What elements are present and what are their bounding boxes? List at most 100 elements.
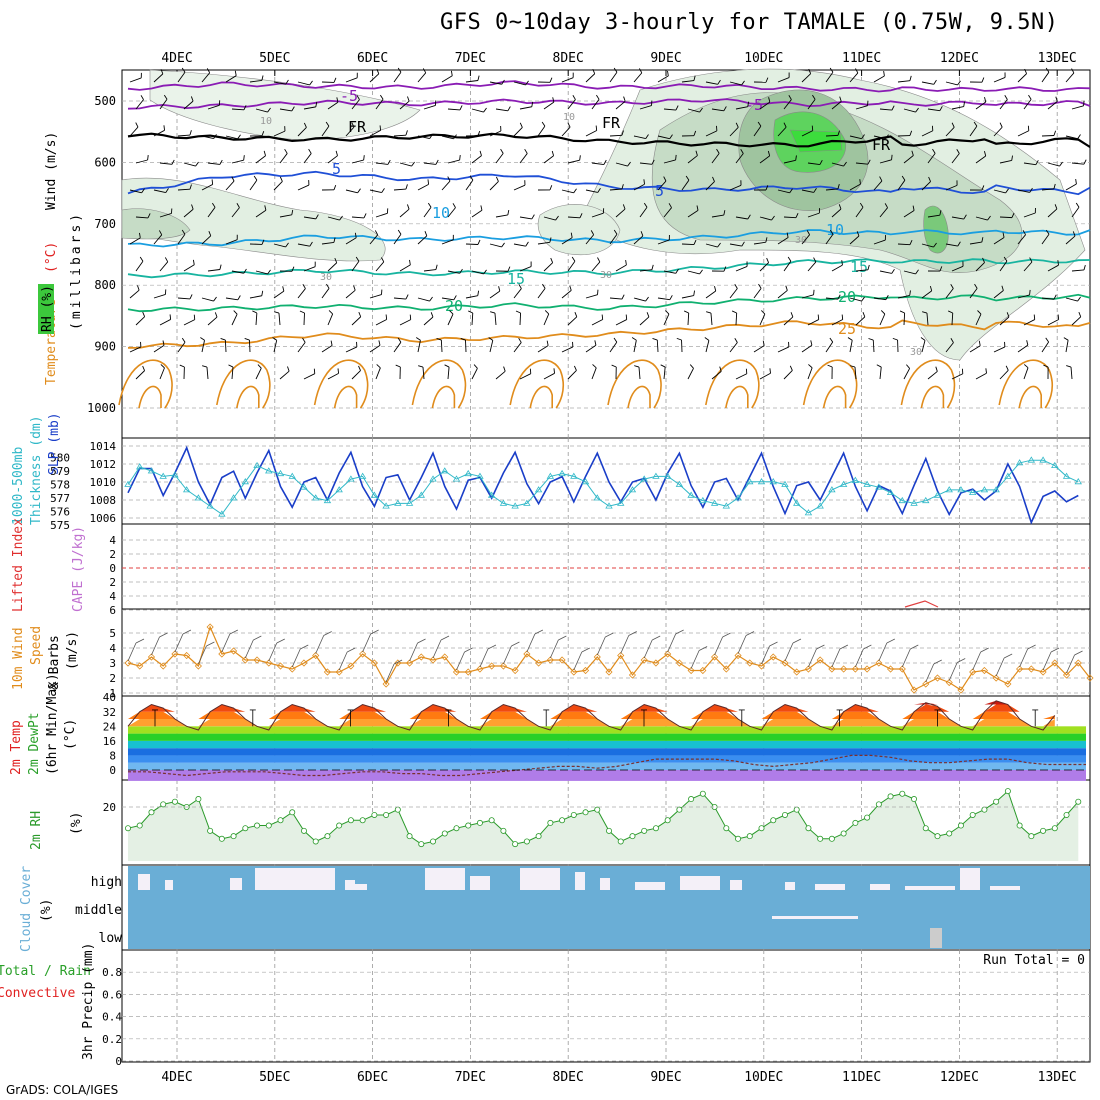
rh2m-marker bbox=[195, 796, 202, 803]
wind-tick-label: 5 bbox=[109, 627, 116, 640]
wind-barb-flag bbox=[165, 188, 169, 193]
wind-barb-flag bbox=[1035, 160, 1039, 165]
surface-wind-barb bbox=[690, 650, 700, 669]
surface-wind-barb-flag bbox=[417, 638, 426, 644]
wind-barb-flag bbox=[929, 285, 933, 292]
wind-barb bbox=[375, 162, 388, 165]
surface-wind-barb bbox=[385, 663, 395, 683]
wind-barb-flag bbox=[876, 364, 882, 368]
surface-wind-barb bbox=[127, 642, 137, 662]
wind-barb bbox=[177, 134, 190, 137]
wind-barb-flag bbox=[785, 285, 788, 291]
wind-barb bbox=[639, 105, 652, 110]
wind-barb bbox=[657, 135, 670, 140]
surface-wind-barb bbox=[174, 633, 184, 653]
wind-barb-flag bbox=[747, 101, 750, 107]
wind-barb-flag bbox=[813, 187, 817, 193]
wind-barb bbox=[969, 241, 982, 245]
rh2m-tick-label: 20 bbox=[103, 801, 116, 814]
wind-barb bbox=[279, 108, 292, 112]
lifted-index-tick-label: 4 bbox=[109, 534, 116, 547]
wind-barb bbox=[393, 71, 402, 83]
wind-barb-flag bbox=[181, 337, 186, 343]
wind-barb bbox=[1017, 234, 1026, 245]
wind-barb bbox=[321, 345, 333, 353]
wind-speed-marker bbox=[300, 659, 308, 667]
wind-barb-flag bbox=[1045, 337, 1049, 343]
wind-barb-flag bbox=[1059, 161, 1063, 167]
cloud-gap bbox=[255, 868, 335, 890]
wind-barb-flag bbox=[358, 311, 362, 317]
wind-barb bbox=[345, 189, 358, 194]
wind-barb-flag bbox=[1024, 68, 1028, 74]
temperature-contour-loop bbox=[431, 385, 456, 409]
wind-barb-flag bbox=[573, 365, 577, 371]
rh2m-marker bbox=[312, 838, 319, 845]
wind-barb-flag bbox=[477, 75, 480, 81]
rh2m-marker bbox=[735, 835, 742, 842]
wind-barb bbox=[1065, 135, 1078, 140]
temperature-contour-loop bbox=[333, 385, 358, 409]
surface-wind-barb-flag bbox=[206, 641, 215, 647]
thickness-marker bbox=[194, 494, 203, 501]
wind-barb bbox=[735, 153, 744, 164]
wind-speed-marker bbox=[628, 671, 637, 679]
wind-barb-flag bbox=[237, 134, 241, 140]
wind-barb-flag bbox=[231, 176, 235, 182]
wind-barb-flag bbox=[813, 257, 817, 263]
wind-speed-marker bbox=[722, 665, 730, 673]
rh2m-marker bbox=[993, 798, 1000, 805]
wind-barb-flag bbox=[574, 312, 578, 317]
wind-barb bbox=[513, 81, 526, 86]
wind-barb bbox=[855, 269, 868, 272]
wind-speed-marker bbox=[957, 686, 965, 694]
wind-barb bbox=[537, 125, 546, 137]
wind-barb bbox=[591, 212, 604, 218]
wind-barb bbox=[633, 135, 646, 140]
wind-barb bbox=[903, 108, 916, 113]
rh2m-marker bbox=[699, 790, 706, 797]
rh2m-marker bbox=[1004, 788, 1011, 795]
lifted-index-tick-label: 4 bbox=[109, 590, 116, 603]
wind-barb bbox=[975, 313, 982, 326]
surface-wind-barb-flag bbox=[722, 632, 731, 638]
wind-barb-flag bbox=[806, 230, 810, 235]
wind-barb bbox=[1023, 162, 1036, 166]
dewpoint-line bbox=[128, 754, 1086, 777]
rh2m-marker bbox=[136, 822, 143, 829]
wind-barb bbox=[489, 290, 501, 299]
rh2m-marker bbox=[946, 830, 953, 837]
rh-label: RH (%) bbox=[40, 285, 55, 332]
wind-barb-flag bbox=[909, 239, 913, 245]
axis-label: (%) bbox=[69, 812, 84, 835]
wind-barb-flag bbox=[447, 176, 451, 182]
wind-barb bbox=[273, 340, 278, 353]
temp-tick-label: 40 bbox=[103, 691, 116, 704]
thickness-tick-label: 578 bbox=[50, 479, 70, 492]
wind-barb bbox=[1017, 130, 1029, 137]
contour-label: 15 bbox=[507, 270, 525, 288]
rh2m-marker bbox=[500, 827, 507, 834]
wind-barb bbox=[159, 319, 171, 326]
wind-barb bbox=[375, 261, 385, 272]
wind-barb-flag bbox=[883, 70, 885, 77]
wind-barb-flag bbox=[1057, 314, 1060, 320]
surface-wind-barb bbox=[503, 645, 512, 665]
wind-barb-flag bbox=[827, 364, 833, 368]
wind-barb bbox=[561, 346, 574, 353]
wind-barb bbox=[249, 295, 262, 299]
wind-barb bbox=[345, 346, 358, 353]
wind-barb bbox=[417, 297, 430, 302]
wind-barb bbox=[345, 77, 358, 83]
wind-barb-flag bbox=[1005, 188, 1009, 194]
wind-barb bbox=[729, 127, 739, 137]
rh2m-line bbox=[127, 790, 1079, 845]
wind-barb-flag bbox=[740, 148, 744, 154]
wind-barb bbox=[177, 71, 186, 83]
wind-barb-flag bbox=[884, 203, 888, 208]
wind-barb bbox=[849, 183, 861, 191]
temp-color-band bbox=[128, 755, 1086, 763]
wind-barb bbox=[303, 312, 305, 326]
contour-label: 10 bbox=[826, 221, 844, 239]
wind-barb-flag bbox=[267, 269, 271, 275]
